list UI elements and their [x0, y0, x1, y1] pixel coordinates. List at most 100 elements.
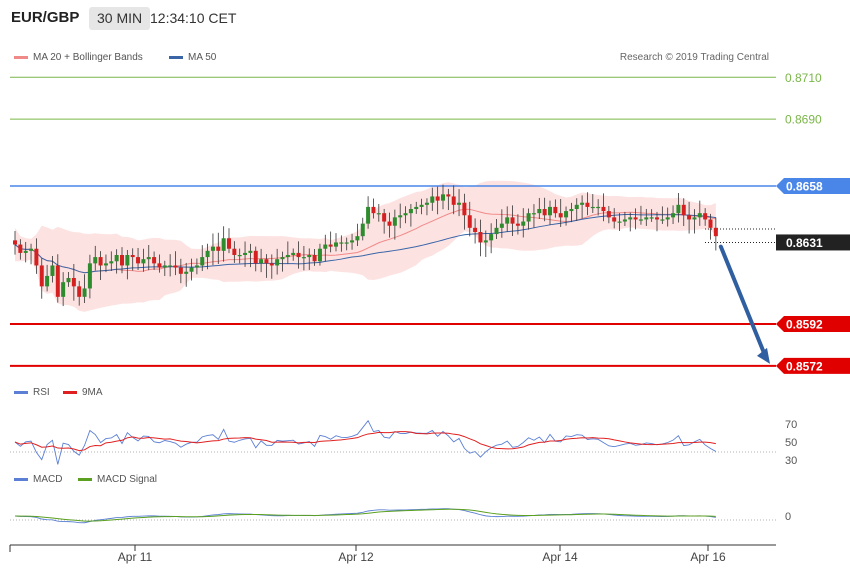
candle-down: [296, 252, 301, 258]
candle-up: [398, 215, 403, 218]
candle-down: [18, 244, 23, 253]
ma50-swatch: [169, 55, 183, 59]
rsi-ma-line: [14, 431, 716, 452]
candle-down: [264, 259, 269, 264]
ma50-line: [14, 213, 716, 274]
candle-down: [462, 202, 467, 216]
candle-down: [703, 213, 708, 220]
candle-up: [280, 257, 285, 260]
candle-down: [687, 215, 692, 220]
candle-down: [227, 238, 231, 249]
candle-up: [622, 219, 627, 222]
candle-down: [515, 223, 520, 226]
candle-down: [606, 211, 611, 218]
ma20-legend-label: MA 20 + Bollinger Bands: [33, 52, 143, 63]
candle-up: [697, 213, 702, 218]
candle-up: [103, 263, 108, 266]
rsi-tick-label: 30: [785, 455, 797, 467]
candle-up: [93, 257, 98, 264]
candles: [13, 184, 718, 307]
candle-up: [221, 238, 226, 251]
candle-up: [125, 255, 130, 266]
candle-down: [269, 263, 274, 266]
candle-up: [494, 227, 499, 235]
rsi-legend-label: RSI: [33, 387, 50, 398]
x-tick-label: Apr 12: [338, 550, 374, 564]
forecast-arrow-line: [718, 244, 768, 360]
candle-up: [414, 206, 419, 209]
candle-up: [168, 265, 173, 267]
candle-down: [152, 257, 157, 264]
candle-down: [612, 217, 617, 222]
timestamp: 12:34:10 CET: [150, 10, 237, 26]
candle-down: [71, 278, 76, 287]
candle-down: [312, 255, 317, 262]
candle-up: [521, 221, 526, 226]
candle-up: [574, 204, 579, 209]
candle-up: [82, 288, 87, 297]
candle-up: [205, 250, 210, 258]
chart-header: EUR/GBP 30 MIN 12:34:10 CET: [0, 0, 850, 38]
candle-down: [13, 240, 17, 245]
candle-up: [376, 213, 381, 215]
candle-down: [510, 217, 515, 224]
candle-down: [39, 265, 44, 287]
candle-down: [553, 206, 558, 214]
candle-down: [136, 257, 141, 264]
candle-up: [537, 209, 542, 214]
resistance-label: 0.8658: [786, 180, 823, 194]
candle-up: [489, 234, 494, 241]
candle-up: [676, 204, 681, 214]
candle-down: [328, 244, 333, 247]
rsi-line: [14, 419, 717, 465]
target-label: 0.8690: [785, 113, 822, 127]
ma20-line: [14, 208, 716, 274]
last-price-label: 0.8631: [786, 236, 823, 250]
macd-signal-legend-label: MACD Signal: [97, 474, 158, 485]
candle-down: [446, 194, 451, 197]
candle-up: [660, 219, 665, 221]
candle-down: [77, 286, 82, 297]
candle-up: [671, 213, 676, 218]
candle-up: [334, 242, 338, 247]
timeframe-button[interactable]: 30 MIN: [89, 7, 151, 30]
support-tag: [776, 357, 850, 374]
symbol-label: EUR/GBP: [11, 9, 80, 26]
candle-down: [253, 250, 258, 264]
candle-up: [259, 259, 264, 264]
candle-down: [451, 196, 456, 205]
candle-up: [184, 271, 189, 274]
rsi-ma-legend-label: 9MA: [82, 387, 103, 398]
candle-up: [580, 202, 585, 205]
candle-up: [360, 223, 365, 237]
x-tick-label: Apr 14: [542, 550, 578, 564]
candle-down: [473, 227, 478, 232]
x-tick-label: Apr 16: [690, 550, 726, 564]
rsi-swatch: [14, 390, 28, 394]
macd-legend: MACD: [14, 474, 62, 485]
candle-up: [403, 213, 408, 216]
macd-line: [14, 508, 716, 524]
candle-up: [243, 252, 248, 255]
candle-up: [301, 257, 306, 259]
candle-up: [45, 275, 50, 287]
candle-down: [633, 217, 638, 220]
candle-up: [649, 217, 654, 219]
rsi-ma-legend: 9MA: [63, 387, 103, 398]
candle-down: [601, 206, 606, 212]
macd-signal-legend: MACD Signal: [78, 474, 157, 485]
candle-down: [478, 232, 483, 243]
research-credit: Research © 2019 Trading Central: [619, 52, 769, 63]
candle-up: [526, 213, 531, 222]
candle-down: [708, 219, 713, 228]
candle-up: [323, 244, 328, 249]
candle-down: [387, 221, 392, 226]
rsi-tick-label: 70: [785, 419, 797, 431]
candle-down: [542, 209, 547, 216]
candle-up: [291, 252, 296, 255]
candle-up: [189, 267, 194, 272]
candle-down: [34, 248, 39, 266]
candle-up: [317, 248, 322, 262]
candle-up: [350, 240, 355, 243]
